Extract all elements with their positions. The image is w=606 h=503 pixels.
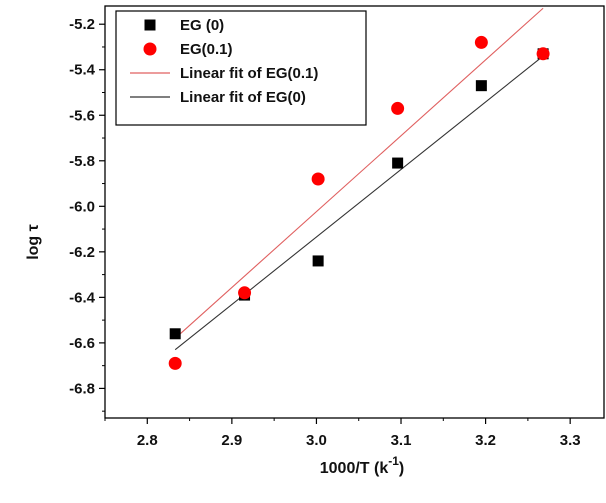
y-tick-label: -6.8 bbox=[69, 380, 95, 397]
y-tick-label: -6.6 bbox=[69, 335, 95, 352]
y-tick-label: -5.2 bbox=[69, 16, 95, 33]
legend-circle-symbol bbox=[143, 42, 157, 56]
y-tick-label: -5.6 bbox=[69, 107, 95, 124]
x-tick-label: 2.9 bbox=[221, 432, 242, 449]
x-axis-title-close: ) bbox=[399, 460, 404, 477]
legend-entry-label: Linear fit of EG(0) bbox=[180, 89, 306, 106]
y-tick-label: -6.0 bbox=[69, 198, 95, 215]
x-axis-title-main: 1000/T (k bbox=[320, 460, 389, 477]
legend-entry-label: Linear fit of EG(0.1) bbox=[180, 65, 318, 82]
x-axis-title: 1000/T (k-1) bbox=[320, 454, 404, 477]
circle-point bbox=[168, 356, 182, 370]
y-tick-label: -5.4 bbox=[69, 62, 96, 79]
plot-border bbox=[104, 5, 605, 419]
series-layer bbox=[168, 7, 550, 370]
circle-point bbox=[536, 47, 550, 61]
y-tick-label: -5.8 bbox=[69, 153, 95, 170]
x-axis-title-sup: -1 bbox=[388, 454, 399, 468]
circle-point bbox=[391, 101, 405, 115]
x-tick-label: 3.0 bbox=[306, 432, 327, 449]
x-tick-label: 3.2 bbox=[475, 432, 496, 449]
x-axis: 2.8 2.9 3.0 3.1 3.2 3.3 bbox=[104, 418, 581, 449]
fit-line-1 bbox=[174, 55, 544, 351]
circle-point bbox=[238, 286, 252, 300]
legend-entry-label: EG (0) bbox=[180, 17, 224, 34]
legend: EG (0) EG(0.1) Linear fit of EG(0.1) Linear… bbox=[115, 10, 367, 126]
legend-entry-label: EG(0.1) bbox=[180, 41, 233, 58]
y-axis-title: log τ bbox=[25, 224, 42, 260]
plot-frame bbox=[104, 5, 605, 419]
square-point bbox=[392, 157, 404, 169]
y-tick-label: -6.4 bbox=[69, 289, 96, 306]
square-point bbox=[312, 255, 324, 267]
x-tick-label: 2.8 bbox=[137, 432, 158, 449]
circle-point bbox=[311, 172, 325, 186]
legend-square-symbol bbox=[144, 19, 156, 31]
square-point bbox=[169, 328, 181, 340]
legend-box bbox=[115, 10, 367, 126]
circle-point bbox=[474, 35, 488, 49]
y-tick-label: -6.2 bbox=[69, 244, 95, 261]
y-axis: -6.8 -6.6 -6.4 -6.2 -6.0 -5.8 -5.6 -5.4 -5.2 bbox=[69, 16, 105, 412]
x-tick-label: 3.3 bbox=[560, 432, 581, 449]
square-point bbox=[475, 80, 487, 92]
fit-line-0 bbox=[174, 7, 544, 339]
x-tick-label: 3.1 bbox=[391, 432, 412, 449]
